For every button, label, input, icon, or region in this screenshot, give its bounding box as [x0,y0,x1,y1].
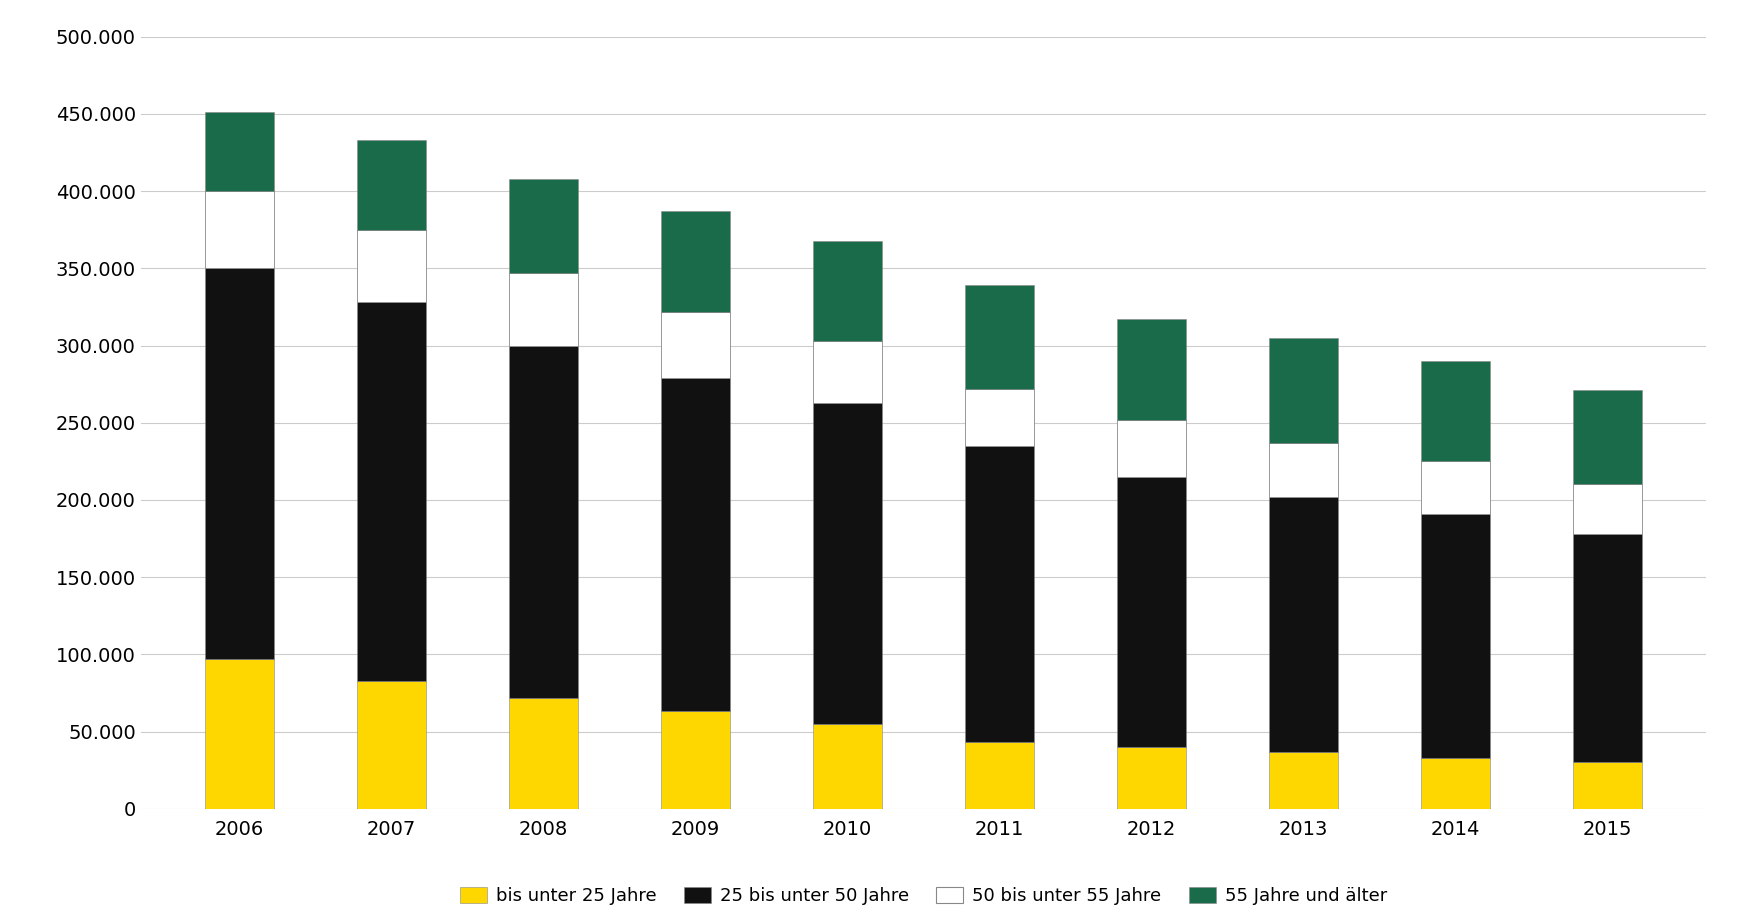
Bar [813,724,881,809]
Bar [357,141,426,230]
Bar [1421,361,1490,461]
Bar [661,211,730,312]
Bar [1573,534,1641,763]
Bar [357,302,426,681]
Bar [661,711,730,809]
Bar [813,241,881,341]
Bar [206,659,274,809]
Bar [966,285,1034,389]
Bar [1270,752,1337,809]
Bar [1421,461,1490,514]
Bar [510,346,577,698]
Bar [1573,484,1641,534]
Bar [1270,497,1337,752]
Bar [510,179,577,273]
Bar [1117,420,1186,477]
Bar [661,312,730,378]
Bar [1117,747,1186,809]
Bar [1421,514,1490,758]
Bar [206,112,274,191]
Bar [1117,477,1186,747]
Bar [1270,338,1337,443]
Bar [1573,763,1641,809]
Legend: bis unter 25 Jahre, 25 bis unter 50 Jahre, 50 bis unter 55 Jahre, 55 Jahre und ä: bis unter 25 Jahre, 25 bis unter 50 Jahr… [452,879,1395,913]
Bar [510,273,577,346]
Bar [966,389,1034,446]
Bar [1573,391,1641,484]
Bar [206,268,274,659]
Bar [357,230,426,302]
Bar [357,681,426,809]
Bar [813,341,881,403]
Bar [966,743,1034,809]
Bar [1421,758,1490,809]
Bar [1117,319,1186,420]
Bar [661,378,730,711]
Bar [206,191,274,268]
Bar [813,403,881,724]
Bar [510,698,577,809]
Bar [1270,443,1337,497]
Bar [966,446,1034,743]
